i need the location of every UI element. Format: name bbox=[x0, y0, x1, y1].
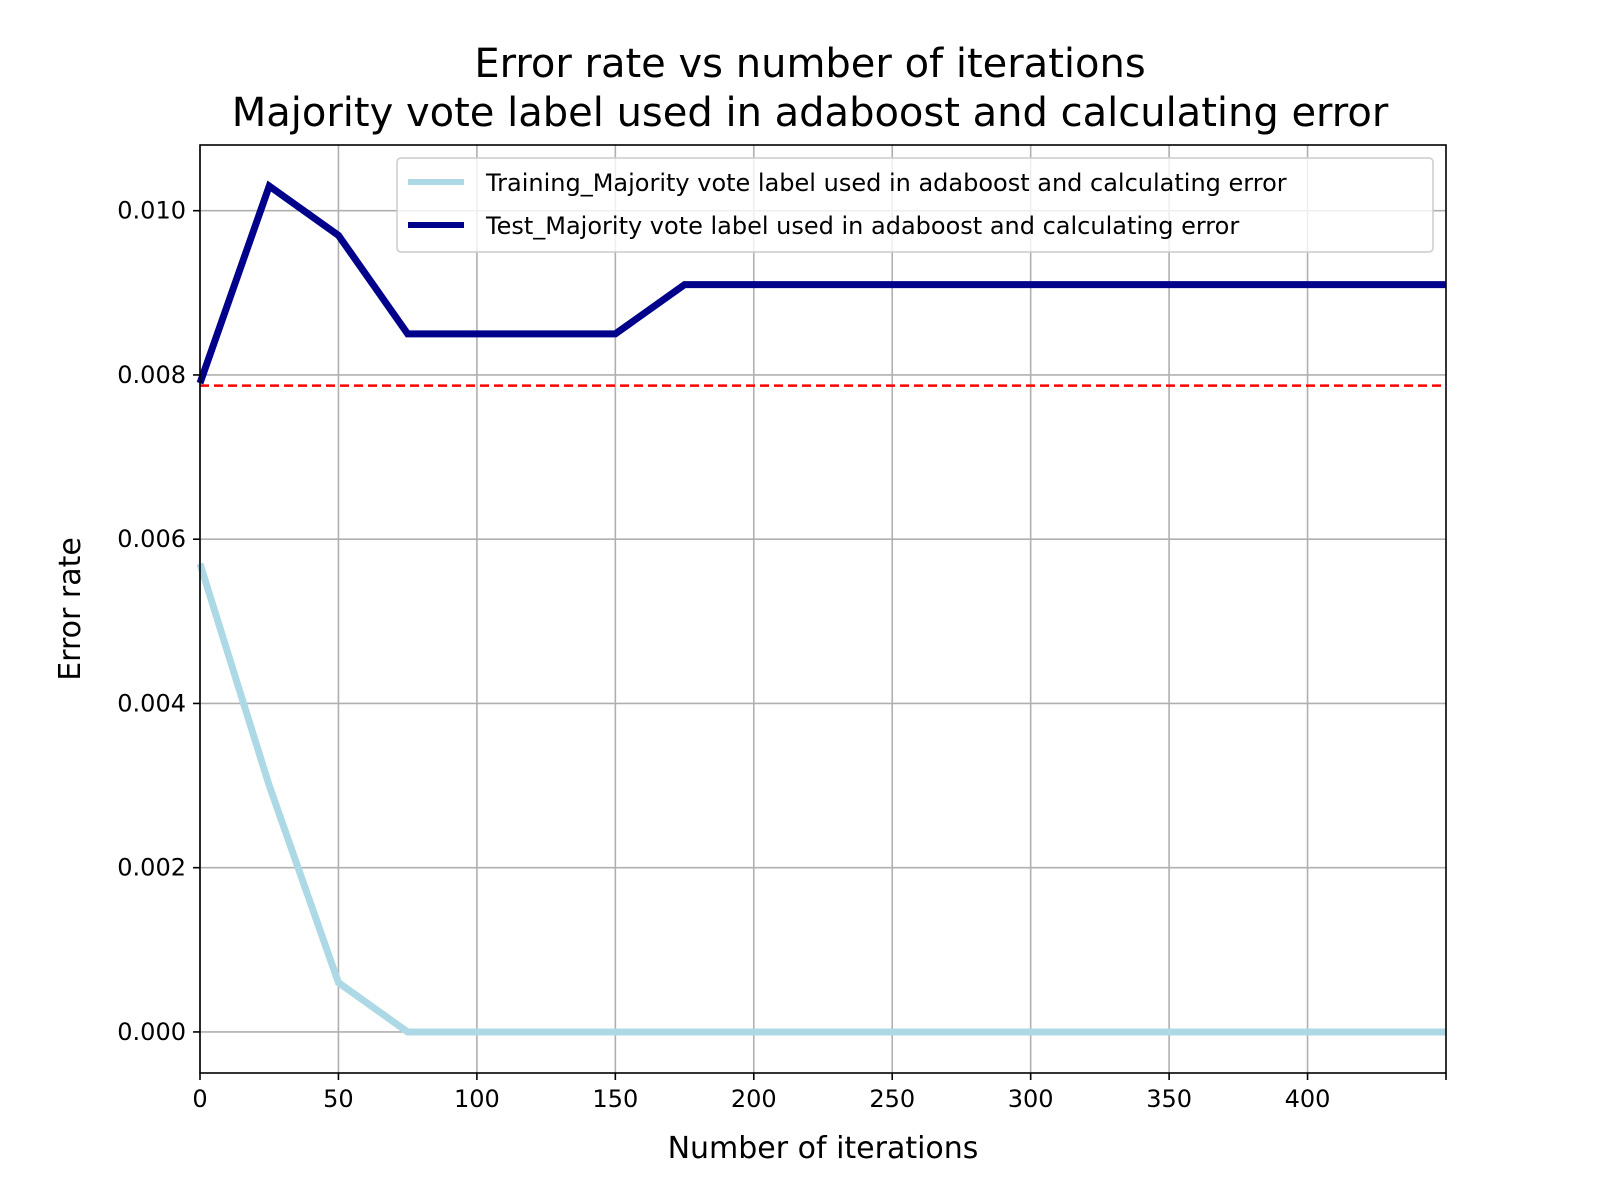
x-tick-label: 300 bbox=[1008, 1085, 1054, 1113]
y-tick-label: 0.004 bbox=[117, 689, 186, 717]
chart-subtitle: Majority vote label used in adaboost and… bbox=[232, 90, 1389, 136]
y-tick-label: 0.006 bbox=[117, 525, 186, 553]
series-lines bbox=[196, 180, 1446, 1036]
y-tick-label: 0.008 bbox=[117, 361, 186, 389]
x-tick-label: 200 bbox=[731, 1085, 777, 1113]
x-axis-ticks: 0 50 100 150 200 250 300 350 400 bbox=[192, 1073, 1447, 1113]
x-tick-label: 50 bbox=[323, 1085, 354, 1113]
x-tick-label: 0 bbox=[192, 1085, 207, 1113]
y-tick-label: 0.000 bbox=[117, 1018, 186, 1046]
x-axis-label: Number of iterations bbox=[668, 1131, 979, 1166]
y-axis-ticks: 0.000 0.002 0.004 0.006 0.008 0.010 bbox=[117, 197, 200, 1046]
x-tick-label: 100 bbox=[454, 1085, 500, 1113]
x-tick-label: 400 bbox=[1285, 1085, 1331, 1113]
y-tick-label: 0.002 bbox=[117, 854, 186, 882]
legend: Training_Majority vote label used in ada… bbox=[396, 157, 1434, 253]
y-axis-label: Error rate bbox=[53, 537, 88, 681]
plot-frame bbox=[199, 144, 1447, 1074]
legend-label-training: Training_Majority vote label used in ada… bbox=[485, 169, 1287, 197]
x-tick-label: 350 bbox=[1146, 1085, 1192, 1113]
x-tick-label: 150 bbox=[592, 1085, 638, 1113]
chart-title: Error rate vs number of iterations bbox=[474, 41, 1145, 87]
series-line-training bbox=[196, 562, 1446, 1036]
legend-label-test: Test_Majority vote label used in adaboos… bbox=[485, 212, 1239, 240]
y-tick-label: 0.010 bbox=[117, 197, 186, 225]
series-line-test bbox=[196, 180, 1446, 385]
legend-box bbox=[396, 157, 1434, 253]
x-tick-label: 250 bbox=[869, 1085, 915, 1113]
